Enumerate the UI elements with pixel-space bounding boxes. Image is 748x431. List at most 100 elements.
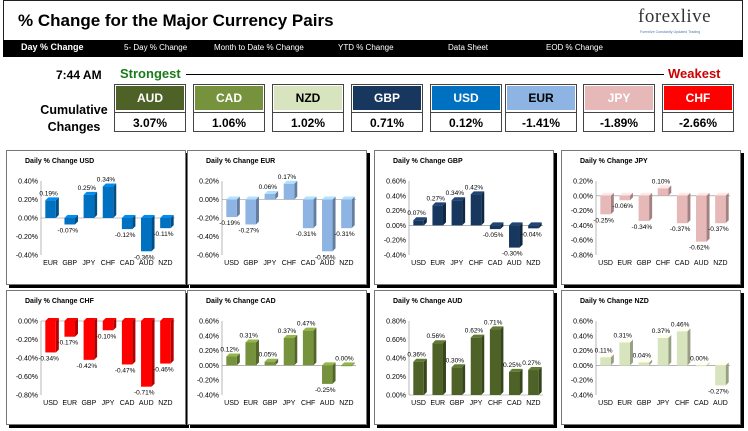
bar-side bbox=[170, 215, 174, 229]
bar-side bbox=[649, 192, 653, 221]
bar bbox=[451, 367, 463, 395]
bar-top bbox=[102, 183, 117, 187]
x-tick-label: AUD bbox=[507, 260, 522, 267]
tab-ytd-change[interactable]: YTD % Change bbox=[338, 43, 394, 52]
data-label: -0.62% bbox=[689, 245, 710, 252]
strength-divider bbox=[186, 74, 664, 75]
bar-side bbox=[423, 217, 427, 226]
bar-side bbox=[481, 191, 485, 226]
x-tick-label: JPY bbox=[283, 400, 296, 407]
bar-side bbox=[55, 318, 59, 353]
bar-top bbox=[509, 368, 523, 372]
chart-panel-eur: Daily % Change EUR 0.20% 0.00% -0.20% -0.40%… bbox=[187, 150, 367, 285]
currency-name: JPY bbox=[585, 86, 653, 110]
data-label: 0.37% bbox=[278, 328, 297, 335]
data-label: -0.12% bbox=[115, 232, 136, 239]
y-tick-label: -0.40% bbox=[16, 356, 38, 363]
bar-side bbox=[462, 197, 466, 226]
x-tick-label: JPY bbox=[102, 400, 115, 407]
x-tick-label: EUR bbox=[430, 400, 445, 407]
y-tick-label: 0.40% bbox=[199, 333, 219, 340]
x-tick-label: AUD bbox=[139, 400, 154, 407]
x-tick-label: CAD bbox=[301, 260, 316, 267]
bar-side bbox=[649, 359, 653, 366]
data-label: -0.27% bbox=[238, 227, 259, 234]
data-label: -0.27% bbox=[708, 388, 729, 395]
bar-top bbox=[432, 202, 446, 206]
y-tick-label: 0.20% bbox=[573, 179, 593, 186]
x-tick-label: AUD bbox=[713, 400, 728, 407]
data-label: -0.37% bbox=[708, 226, 729, 233]
bar-top bbox=[470, 191, 485, 195]
bar-top bbox=[528, 367, 542, 371]
bar-side bbox=[423, 358, 427, 395]
bar-top bbox=[696, 362, 710, 366]
x-tick-label: NZD bbox=[713, 260, 727, 267]
y-tick-label: 0.00% bbox=[573, 193, 593, 200]
bar-chart-aud: 0.80% 0.60% 0.40% 0.20% 0.00% 0.36% USD 0.56% EU… bbox=[386, 319, 543, 407]
bar bbox=[509, 371, 520, 395]
y-tick-label: -0.40% bbox=[16, 253, 38, 260]
data-label: 0.00% bbox=[335, 355, 354, 362]
bar-side bbox=[725, 362, 729, 386]
data-label: -0.71% bbox=[134, 390, 155, 397]
bar-top bbox=[341, 196, 355, 200]
bar bbox=[121, 321, 133, 365]
data-label: -0.30% bbox=[502, 251, 523, 258]
data-label: -0.31% bbox=[296, 231, 317, 238]
bar bbox=[45, 321, 56, 353]
bar-top bbox=[283, 335, 298, 339]
bar bbox=[676, 195, 688, 224]
bar-side bbox=[113, 318, 117, 331]
x-tick-label: GBP bbox=[262, 400, 277, 407]
x-tick-label: USD bbox=[224, 260, 239, 267]
currency-cumulative-change: 0.12% bbox=[431, 112, 501, 132]
bar bbox=[64, 218, 75, 225]
bar-side bbox=[610, 192, 614, 215]
y-tick-label: 0.60% bbox=[386, 337, 406, 344]
x-tick-label: CHF bbox=[101, 260, 115, 267]
y-tick-label: 0.00% bbox=[199, 363, 219, 370]
x-tick-label: CAD bbox=[694, 400, 709, 407]
tab-day-change[interactable]: Day % Change bbox=[21, 42, 84, 52]
chart-title: Daily % Change AUD bbox=[393, 298, 463, 305]
bar-top bbox=[226, 353, 240, 357]
data-label: 0.05% bbox=[259, 352, 278, 359]
bar-top bbox=[528, 222, 542, 226]
currency-name: CHF bbox=[664, 86, 732, 110]
weakest-label: Weakest bbox=[668, 66, 721, 81]
bar-top bbox=[657, 335, 672, 339]
chart-panel-chf: Daily % Change CHF 0.00% -0.20% -0.40% -0.60… bbox=[6, 290, 186, 425]
data-label: -0.47% bbox=[115, 367, 136, 374]
x-tick-label: CHF bbox=[656, 260, 670, 267]
chart-title: Daily % Change NZD bbox=[580, 298, 649, 305]
bar-side bbox=[332, 362, 336, 384]
bar-top bbox=[322, 196, 336, 200]
currency-name: NZD bbox=[274, 86, 342, 110]
bar-chart-cad: 0.60% 0.40% 0.20% 0.00% -0.20% -0.40% 0.12% USD… bbox=[197, 319, 356, 407]
bar bbox=[470, 337, 482, 395]
currency-name: EUR bbox=[507, 86, 575, 110]
bar-side bbox=[687, 192, 691, 224]
tab-eod-change[interactable]: EOD % Change bbox=[546, 43, 603, 52]
x-tick-label: GBP bbox=[243, 260, 258, 267]
tab-5-day-change[interactable]: 5- Day % Change bbox=[124, 43, 188, 52]
data-label: 0.56% bbox=[426, 333, 445, 340]
data-label: 0.10% bbox=[652, 178, 671, 185]
bar bbox=[283, 183, 295, 200]
chart-panel-cad: Daily % Change CAD 0.60% 0.40% 0.20% 0.00% -0… bbox=[187, 290, 367, 425]
bar bbox=[341, 199, 352, 229]
data-label: -0.34% bbox=[632, 224, 653, 231]
currency-cumulative-change: 1.06% bbox=[194, 112, 264, 132]
bar-side bbox=[255, 339, 259, 366]
x-tick-label: NZD bbox=[158, 260, 172, 267]
bar-top bbox=[470, 334, 485, 338]
currency-cumulative-change: -2.66% bbox=[663, 112, 733, 132]
tab-data-sheet[interactable]: Data Sheet bbox=[448, 43, 489, 52]
bar-chart-chf: 0.00% -0.20% -0.40% -0.60% -0.80% -0.34% USD -0… bbox=[16, 318, 175, 407]
bar-top bbox=[121, 318, 136, 321]
bar bbox=[432, 343, 443, 395]
bar bbox=[451, 200, 463, 226]
tab-month-to-date-change[interactable]: Month to Date % Change bbox=[214, 43, 304, 52]
